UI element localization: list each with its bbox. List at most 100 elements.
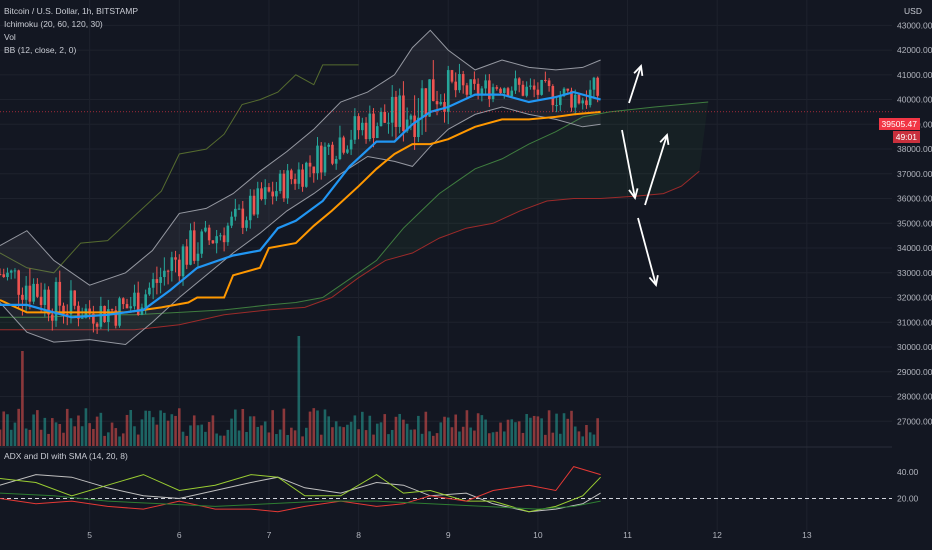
volume-bar xyxy=(192,415,196,446)
candle-body xyxy=(286,170,289,199)
volume-bar xyxy=(517,421,521,446)
volume-bar xyxy=(114,428,118,446)
candle-body xyxy=(349,139,353,150)
volume-bar xyxy=(446,417,450,446)
volume-bar xyxy=(495,431,499,446)
adx-series-di xyxy=(0,466,601,513)
volume-bar xyxy=(24,428,28,446)
volume-bar xyxy=(331,427,334,446)
candle-body xyxy=(170,257,174,271)
candle-body xyxy=(6,272,9,278)
candle-body xyxy=(431,79,435,102)
candle-body xyxy=(529,85,532,87)
volume-bar xyxy=(241,409,245,446)
candle-body xyxy=(368,113,372,140)
volume-bar xyxy=(32,414,35,446)
volume-bar xyxy=(256,426,260,446)
price-tick-label: 35000.00 xyxy=(897,218,932,228)
candle-body xyxy=(547,80,551,86)
adx-indicator-title[interactable]: ADX and DI with SMA (14, 20, 8) xyxy=(4,451,128,461)
candle-body xyxy=(256,188,260,215)
candle-body xyxy=(372,113,375,139)
arrow-shaft xyxy=(637,217,657,286)
candle-body xyxy=(387,122,390,124)
candle-body xyxy=(263,187,267,200)
price-tick-label: 28000.00 xyxy=(897,392,932,402)
volume-bar xyxy=(58,423,62,446)
volume-bar xyxy=(443,416,446,446)
candle-body xyxy=(353,116,357,140)
volume-bar xyxy=(547,410,551,446)
volume-bar xyxy=(118,436,121,446)
candle-body xyxy=(502,88,506,94)
candle-body xyxy=(517,78,521,85)
ichimoku-lines xyxy=(0,90,892,319)
candle-body xyxy=(133,292,136,307)
volume-bar xyxy=(136,434,140,446)
volume-bar xyxy=(110,422,114,446)
volume-bar xyxy=(125,414,129,446)
candle-body xyxy=(155,279,159,283)
volume-bar xyxy=(368,415,372,446)
candle-body xyxy=(159,277,162,283)
arrow-down-breakdown xyxy=(637,217,659,287)
volume-bar xyxy=(77,415,80,446)
candle-body xyxy=(346,149,349,153)
volume-bar xyxy=(439,422,443,446)
candle-body xyxy=(222,235,226,243)
candle-body xyxy=(237,208,241,210)
volume-bar xyxy=(529,417,532,446)
time-tick-label: 10 xyxy=(533,530,543,540)
candle-body xyxy=(544,79,547,81)
candle-body xyxy=(562,88,566,96)
candle-body xyxy=(24,285,28,300)
candle-body xyxy=(13,270,17,272)
candle-body xyxy=(521,84,525,96)
candle-body xyxy=(379,111,383,127)
adx-tick-label: 20.00 xyxy=(897,493,919,503)
volume-bar xyxy=(301,436,304,446)
candle-body xyxy=(50,314,54,321)
last-price-tag: 39505.47 xyxy=(878,118,920,130)
volume-bar xyxy=(532,415,536,446)
volume-bar xyxy=(402,419,405,446)
candle-body xyxy=(316,145,319,174)
candle-body xyxy=(32,283,35,302)
volume-bar xyxy=(155,424,159,446)
indicator-volume[interactable]: Vol xyxy=(4,32,16,42)
volume-bar xyxy=(304,427,308,446)
volume-bar xyxy=(555,413,558,446)
candle-body xyxy=(230,216,233,226)
volume-bar xyxy=(353,415,357,446)
volume-bar xyxy=(540,418,543,446)
volume-bar xyxy=(211,415,215,446)
volume-bar xyxy=(88,423,91,446)
volume-bar xyxy=(144,410,147,446)
candle-body xyxy=(110,309,114,311)
volume-bar xyxy=(148,410,151,446)
volume-bar xyxy=(346,424,349,446)
volume-bar xyxy=(364,430,368,446)
arrow-up-rebound xyxy=(644,133,670,206)
candle-body xyxy=(267,187,271,192)
candle-body xyxy=(323,146,327,173)
volume-bar xyxy=(92,428,95,446)
bb-fill xyxy=(0,30,601,345)
indicator-ichimoku[interactable]: Ichimoku (20, 60, 120, 30) xyxy=(4,19,103,29)
volume-bar xyxy=(476,413,480,446)
volume-bar xyxy=(297,336,301,446)
candle-body xyxy=(581,100,585,104)
candle-body xyxy=(338,137,342,160)
candle-body xyxy=(47,289,50,315)
price-tick-label: 43000.00 xyxy=(897,20,932,30)
adx-series-sma xyxy=(0,492,601,510)
chart-legend: Bitcoin / U.S. Dollar, 1h, BITSTAMP Ichi… xyxy=(4,5,138,57)
arrow-up-continuation xyxy=(628,64,644,104)
candle-body xyxy=(409,115,413,120)
currency-label[interactable]: USD xyxy=(904,6,922,16)
volume-bar xyxy=(338,426,342,446)
volume-bar xyxy=(129,409,133,446)
indicator-bb[interactable]: BB (12, close, 2, 0) xyxy=(4,45,77,55)
volume-bar xyxy=(361,411,364,446)
